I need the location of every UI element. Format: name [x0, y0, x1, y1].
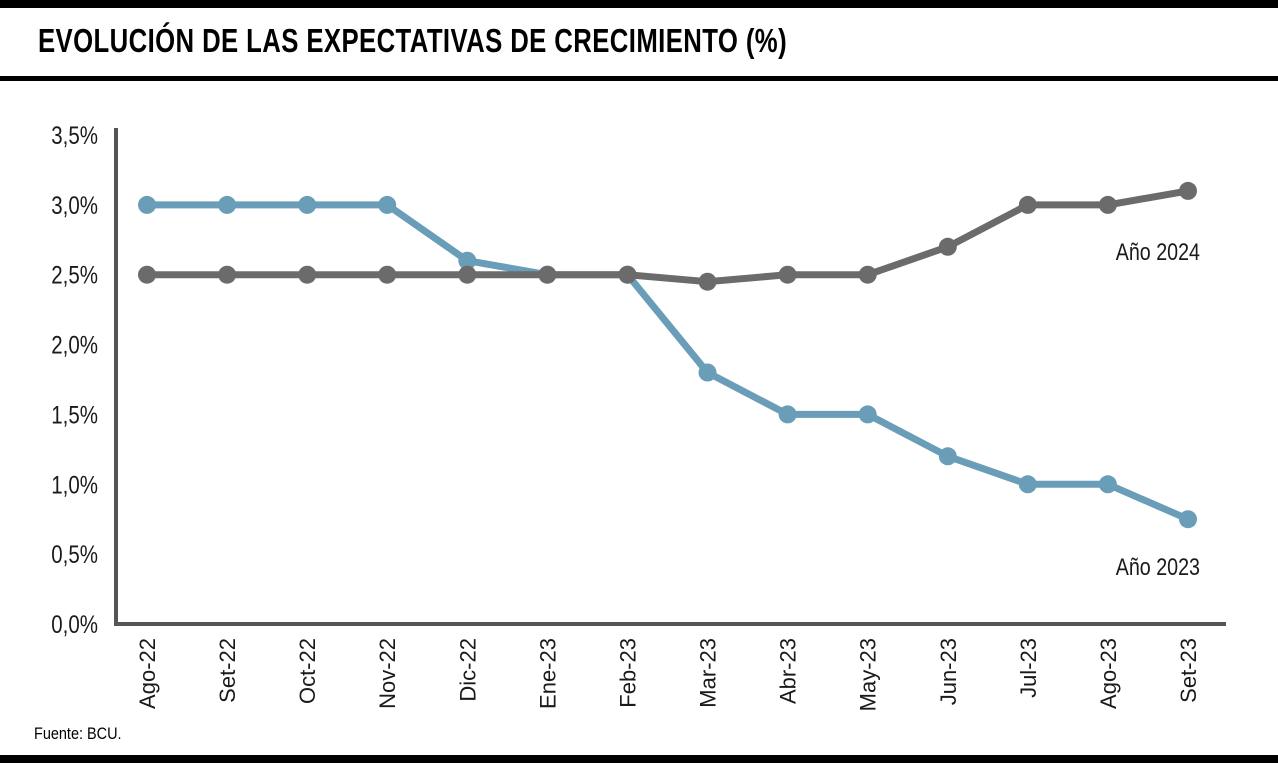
- data-point-2024: [1098, 195, 1117, 214]
- x-tick-label: Jul-23: [1016, 638, 1041, 698]
- x-tick-label: Mar-23: [696, 638, 721, 708]
- chart-title: EVOLUCIÓN DE LAS EXPECTATIVAS DE CRECIMI…: [38, 22, 788, 59]
- series-line-2023: [147, 201, 1190, 523]
- data-point-2024: [458, 265, 477, 284]
- y-axis-ticks: 0,0% 0,5% 1,0% 1,5% 2,0% 2,5% 3,0% 3,5%: [51, 121, 98, 638]
- data-point-2023: [698, 363, 717, 382]
- series-line-2024: [147, 187, 1189, 286]
- data-point-2023: [458, 251, 477, 270]
- data-point-2024: [1018, 195, 1037, 214]
- x-tick-label: Set-23: [1176, 638, 1201, 703]
- axes: [114, 128, 1226, 626]
- series-label-2023: Año 2023: [1116, 553, 1200, 580]
- bottom-border: [0, 755, 1278, 763]
- y-tick-label: 3,0%: [51, 191, 98, 219]
- y-tick-label: 1,0%: [51, 470, 98, 498]
- series-label-2024: Año 2024: [1116, 238, 1200, 265]
- data-point-2023: [1179, 510, 1197, 529]
- y-tick-label: 0,5%: [51, 540, 98, 568]
- x-tick-label: Jun-23: [936, 638, 961, 705]
- data-point-2023: [138, 195, 156, 214]
- series-2023: [138, 195, 1197, 529]
- data-point-2023: [1098, 475, 1117, 494]
- data-point-2024: [698, 272, 717, 291]
- data-point-2023: [218, 195, 237, 214]
- data-point-2023: [778, 405, 797, 424]
- x-tick-label: Set-22: [215, 638, 240, 703]
- series-layer: [138, 181, 1197, 529]
- data-point-2024: [298, 265, 317, 284]
- x-tick-label: Ene-23: [535, 638, 560, 709]
- y-tick-label: 2,5%: [51, 261, 98, 289]
- x-tick-label: Oct-22: [295, 638, 320, 704]
- x-tick-label: May-23: [856, 638, 881, 711]
- y-tick-label: 1,5%: [51, 400, 98, 428]
- data-point-2024: [218, 265, 237, 284]
- data-point-2024: [938, 237, 957, 256]
- data-point-2023: [858, 405, 877, 424]
- data-point-2024: [538, 265, 557, 284]
- data-point-2023: [938, 447, 957, 466]
- x-tick-label: Nov-22: [375, 638, 400, 709]
- data-point-2024: [378, 265, 397, 284]
- data-point-2024: [138, 265, 156, 284]
- data-point-2024: [858, 265, 877, 284]
- x-tick-label: Abr-23: [776, 638, 801, 704]
- source-note: Fuente: BCU.: [34, 724, 122, 743]
- x-tick-label: Ago-23: [1096, 638, 1121, 709]
- x-tick-label: Ago-22: [135, 638, 160, 709]
- title-rule: [0, 76, 1278, 81]
- data-point-2024: [618, 265, 637, 284]
- data-point-2023: [298, 195, 317, 214]
- data-point-2023: [1018, 475, 1037, 494]
- top-border: [0, 0, 1278, 8]
- x-tick-label: Feb-23: [615, 638, 640, 708]
- data-point-2024: [1179, 181, 1197, 200]
- x-tick-label: Dic-22: [455, 638, 480, 702]
- data-point-2023: [378, 195, 397, 214]
- y-tick-label: 3,5%: [51, 121, 98, 149]
- y-tick-label: 2,0%: [51, 331, 98, 359]
- x-axis-ticks: Ago-22 Set-22 Oct-22 Nov-22 Dic-22 Ene-23 Feb-…: [135, 638, 1201, 711]
- y-tick-label: 0,0%: [51, 610, 98, 638]
- series-2024: [138, 181, 1197, 291]
- data-point-2024: [778, 265, 797, 284]
